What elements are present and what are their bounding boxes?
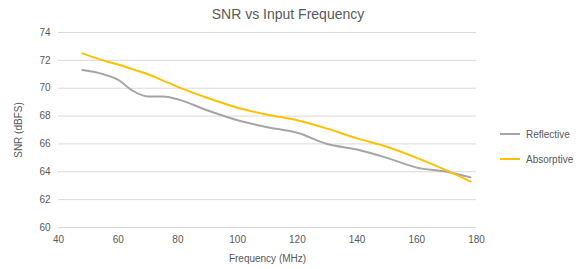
svg-text:72: 72 — [39, 55, 51, 66]
html-text:Reflective: Reflective — [526, 128, 570, 140]
svg-text:100: 100 — [229, 234, 246, 245]
svg-text:66: 66 — [39, 138, 51, 149]
svg-text:64: 64 — [39, 166, 51, 177]
svg-text:SNR (dBFS): SNR (dBFS) — [13, 102, 24, 158]
html-text:SNR vs Input Frequency: SNR vs Input Frequency — [211, 6, 365, 22]
svg-text:60: 60 — [39, 222, 51, 233]
svg-text:180: 180 — [468, 234, 485, 245]
svg-text:Frequency (MHz): Frequency (MHz) — [229, 253, 306, 264]
html-text:Absorptive: Absorptive — [526, 153, 574, 165]
svg-text:62: 62 — [39, 194, 51, 205]
svg-text:120: 120 — [289, 234, 306, 245]
svg-text:70: 70 — [39, 82, 51, 93]
svg-text:40: 40 — [53, 234, 65, 245]
svg-text:160: 160 — [408, 234, 425, 245]
svg-text:80: 80 — [172, 234, 184, 245]
svg-text:74: 74 — [39, 27, 51, 38]
svg-text:60: 60 — [113, 234, 125, 245]
svg-text:140: 140 — [349, 234, 366, 245]
svg-text:68: 68 — [39, 110, 51, 121]
